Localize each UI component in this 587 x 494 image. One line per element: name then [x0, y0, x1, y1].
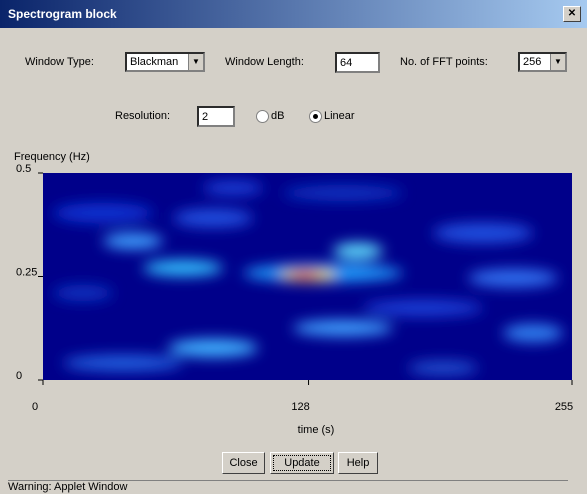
status-bar: Warning: Applet Window — [8, 480, 568, 494]
y-axis-label: Frequency (Hz) — [14, 151, 90, 163]
applet-window: Spectrogram block ✕ Window Type: Blackma… — [0, 0, 587, 494]
y-tick-label: 0.25 — [16, 266, 37, 278]
heatmap — [43, 173, 572, 380]
y-tick-label: 0 — [16, 370, 22, 382]
button[interactable]: Help — [338, 452, 378, 474]
button[interactable]: Update — [270, 452, 334, 474]
button[interactable]: Close — [222, 452, 265, 474]
x-tick-label: 255 — [555, 401, 573, 413]
spectrogram: Frequency (Hz) time (s) 0 128 255 0 0.25 0.5 — [0, 0, 587, 494]
x-tick-label: 128 — [291, 401, 309, 413]
x-tick-label: 0 — [32, 401, 38, 413]
x-axis-label: time (s) — [298, 424, 335, 436]
y-tick-label: 0.5 — [16, 163, 31, 175]
